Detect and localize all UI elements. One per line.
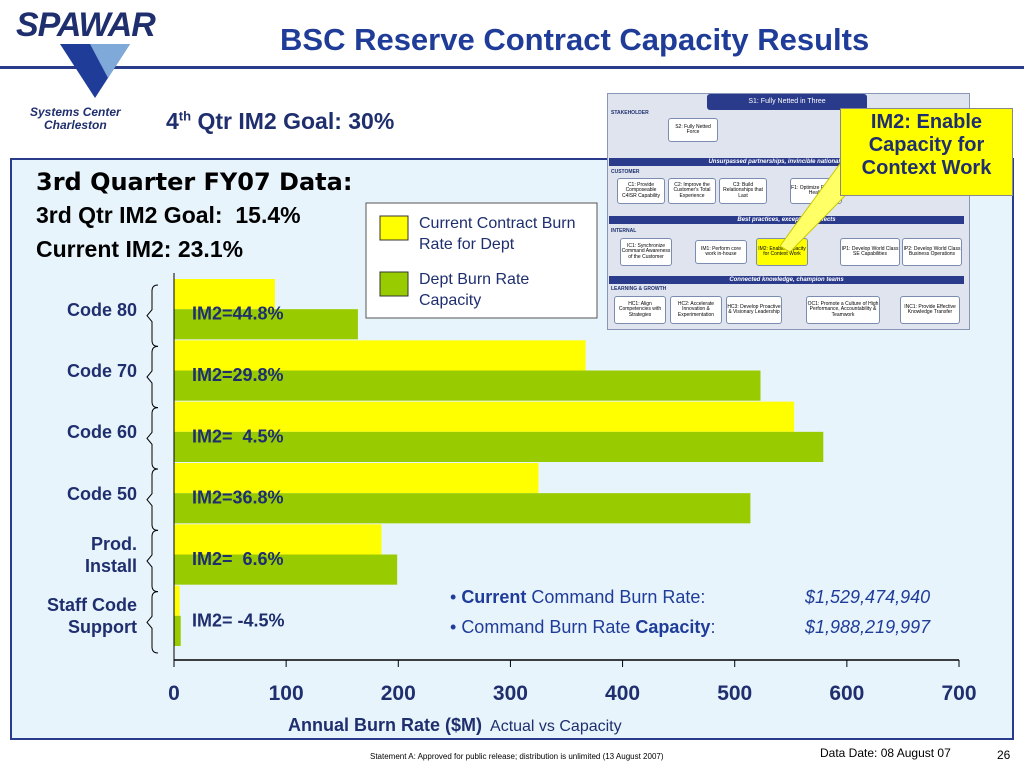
category-brace xyxy=(146,284,159,347)
annotation: IM2= 6.6% xyxy=(192,549,284,569)
map-top: S1: Fully Netted in Three xyxy=(707,94,867,110)
data-line: Current IM2: 23.1% xyxy=(36,236,244,262)
legend: Current Contract Burn Rate for Dept Dept B… xyxy=(365,202,598,319)
legend-label: Current Contract Burn Rate for Dept xyxy=(419,215,576,253)
category-label: Prod. Install xyxy=(84,534,137,576)
legend-swatch xyxy=(379,271,409,297)
category-label: Staff Code Support xyxy=(47,595,137,638)
x-tick-label: 300 xyxy=(493,682,528,705)
annotation: IM2=36.8% xyxy=(192,488,284,508)
bar xyxy=(174,431,824,462)
annotation: IM2=44.8% xyxy=(192,304,284,324)
bullet-bold: Capacity xyxy=(635,617,711,637)
x-tick-label: 100 xyxy=(269,682,304,705)
callout: IM2: Enable Capacity for Context Work xyxy=(840,108,1013,196)
logo-mark xyxy=(60,44,130,98)
x-axis-title: Annual Burn Rate ($M) xyxy=(288,715,482,735)
category-label: Code 80 xyxy=(66,299,137,320)
map-box: C3: Build Relationships that Last xyxy=(719,178,767,204)
bar xyxy=(174,493,751,524)
category-label: Code 70 xyxy=(66,361,137,381)
map-band: Unsurpassed partnerships, invincible nat… xyxy=(609,158,964,166)
bar xyxy=(174,309,358,340)
x-tick-label: 500 xyxy=(717,682,752,705)
category-brace xyxy=(146,345,159,409)
x-tick-label: 600 xyxy=(829,682,864,705)
map-band: Connected knowledge, champion teams xyxy=(609,276,964,284)
bar xyxy=(174,524,382,555)
map-box: HC3: Develop Proactive & Visionary Leade… xyxy=(726,296,782,324)
goal-sup: th xyxy=(178,108,192,124)
legend-label: Dept Burn Rate Capacity xyxy=(419,271,529,309)
bar xyxy=(174,554,398,585)
x-axis-label: Annual Burn Rate ($M) Actual vs Capacity xyxy=(288,715,622,735)
bar xyxy=(174,585,180,616)
bullet-text: Command Burn Rate xyxy=(461,617,636,637)
annotation: IM2= 4.5% xyxy=(192,426,284,446)
category-label: Code 60 xyxy=(66,422,137,443)
bar xyxy=(174,401,795,432)
logo: SPAWAR xyxy=(16,6,156,44)
bullets: • Current Command Burn Rate: $1,529,474,9… xyxy=(450,582,930,642)
x-tick-label: 700 xyxy=(941,682,976,705)
goal-num: 4 xyxy=(166,108,179,134)
legend-swatch xyxy=(379,215,409,241)
category-brace xyxy=(146,529,159,593)
map-band: Best practices, exceptional effects xyxy=(609,216,964,224)
map-row: CUSTOMER xyxy=(611,169,640,175)
category-brace xyxy=(146,407,159,470)
legend-line: Capacity xyxy=(419,292,481,309)
bar xyxy=(174,615,181,646)
annotation: IM2=29.8% xyxy=(192,365,284,385)
legend-line: Dept Burn Rate xyxy=(419,271,529,288)
bar xyxy=(174,463,539,494)
map-box: IP1: Develop World Class SE Capabilities xyxy=(840,238,900,266)
x-tick-label: 200 xyxy=(381,682,416,705)
slide-title: BSC Reserve Contract Capacity Results xyxy=(280,22,870,57)
annotation: IM2= -4.5% xyxy=(192,610,285,630)
legend-line: Current Contract Burn xyxy=(419,215,576,232)
bullet-value: $1,529,474,940 xyxy=(805,587,931,607)
category-brace xyxy=(146,468,159,531)
bullet: • Command Burn Rate Capacity: $1,988,219,… xyxy=(450,612,930,642)
map-row: LEARNING & GROWTH xyxy=(611,286,667,292)
bullet-value: $1,988,219,997 xyxy=(805,617,931,637)
data-date: Data Date: 08 August 07 xyxy=(820,746,951,760)
map-box: C1: Provide Composeable C4ISR Capability xyxy=(617,178,665,204)
bullet-text: Command Burn Rate: xyxy=(526,587,706,607)
statement: Statement A: Approved for public release… xyxy=(370,752,664,761)
legend-line: Rate for Dept xyxy=(419,236,515,253)
map-box: C2: Improve the Customer's Total Experie… xyxy=(668,178,716,204)
header-rule xyxy=(0,66,1024,69)
map-box: IM1: Perform core work in-house xyxy=(695,240,747,264)
map-box: HC1: Align Competencies with Strategies xyxy=(614,296,666,324)
category-label: Code 50 xyxy=(66,483,137,504)
bullet-bold: Current xyxy=(461,587,527,607)
data-line: 3rd Qtr IM2 Goal: 15.4% xyxy=(36,202,301,228)
bullet: • Current Command Burn Rate: $1,529,474,9… xyxy=(450,582,930,612)
bar xyxy=(174,340,586,371)
map-box: S2: Fully Netted Force xyxy=(668,118,718,142)
bullet-tail: : xyxy=(710,617,716,637)
bar xyxy=(174,370,761,401)
goal-text: Qtr IM2 Goal: 30% xyxy=(191,108,395,134)
data-heading: 3rd Quarter FY07 Data: xyxy=(36,168,353,196)
map-box: HC2: Accelerate Innovation & Experimenta… xyxy=(670,296,722,324)
map-row: STAKEHOLDER xyxy=(611,110,649,116)
bar xyxy=(174,279,275,310)
map-box: IC1: Synchronize Command Awareness of th… xyxy=(620,238,672,266)
logo-subtitle: Systems Center Charleston xyxy=(30,105,121,132)
goal: 4th Qtr IM2 Goal: 30% xyxy=(166,108,394,135)
x-tick-label: 400 xyxy=(605,682,640,705)
x-tick-label: 0 xyxy=(168,682,180,705)
map-row: INTERNAL xyxy=(611,228,637,234)
map-box: INC1: Provide Effective Knowledge Transf… xyxy=(900,296,960,324)
x-axis-note: Actual vs Capacity xyxy=(490,718,622,735)
map-box: OC1: Promote a Culture of High Performan… xyxy=(806,296,880,324)
category-brace xyxy=(146,591,159,654)
map-box: IP2: Develop World Class Business Operat… xyxy=(902,238,962,266)
page-number: 26 xyxy=(997,748,1011,762)
